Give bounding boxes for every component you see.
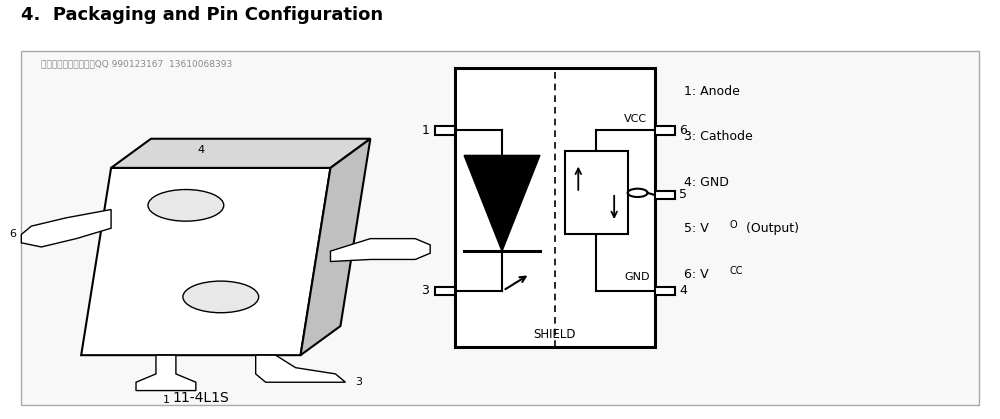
- Polygon shape: [464, 155, 540, 251]
- Text: 6: V: 6: V: [684, 268, 709, 281]
- Text: 6: 6: [9, 230, 16, 240]
- Circle shape: [148, 189, 224, 221]
- Text: 11-4L1S: 11-4L1S: [172, 391, 229, 405]
- Polygon shape: [111, 139, 370, 168]
- Text: 4: 4: [197, 145, 204, 155]
- Text: 5: V: 5: V: [684, 222, 709, 235]
- Text: 6: 6: [680, 124, 687, 137]
- FancyBboxPatch shape: [435, 126, 455, 134]
- Text: 3: 3: [355, 377, 362, 387]
- Text: VCC: VCC: [623, 114, 647, 124]
- Polygon shape: [81, 168, 330, 355]
- Polygon shape: [136, 355, 196, 391]
- FancyBboxPatch shape: [565, 151, 628, 235]
- FancyBboxPatch shape: [435, 287, 455, 295]
- Text: O: O: [729, 220, 737, 230]
- Polygon shape: [256, 355, 345, 382]
- Text: 3: Cathode: 3: Cathode: [684, 130, 753, 143]
- Text: SHIELD: SHIELD: [534, 328, 576, 341]
- Text: 5: 5: [680, 189, 688, 202]
- Text: 东芳代理、大量现货：QQ 990123167  13610068393: 东芳代理、大量现货：QQ 990123167 13610068393: [41, 59, 233, 69]
- Text: 3: 3: [421, 284, 429, 297]
- FancyBboxPatch shape: [655, 287, 675, 295]
- FancyBboxPatch shape: [21, 52, 979, 405]
- Text: CC: CC: [729, 266, 743, 276]
- FancyBboxPatch shape: [455, 68, 655, 347]
- Polygon shape: [330, 239, 430, 261]
- Text: GND: GND: [624, 272, 650, 282]
- Polygon shape: [301, 139, 370, 355]
- Text: 4: GND: 4: GND: [684, 176, 729, 189]
- Text: 4.  Packaging and Pin Configuration: 4. Packaging and Pin Configuration: [21, 5, 383, 23]
- Text: 4: 4: [680, 284, 687, 297]
- Text: 1: Anode: 1: Anode: [684, 85, 740, 98]
- Polygon shape: [21, 210, 111, 247]
- Text: 1: 1: [421, 124, 429, 137]
- Text: (Output): (Output): [742, 222, 799, 235]
- Circle shape: [183, 281, 259, 313]
- FancyBboxPatch shape: [655, 191, 675, 199]
- FancyBboxPatch shape: [655, 126, 675, 134]
- Text: 1: 1: [162, 395, 169, 405]
